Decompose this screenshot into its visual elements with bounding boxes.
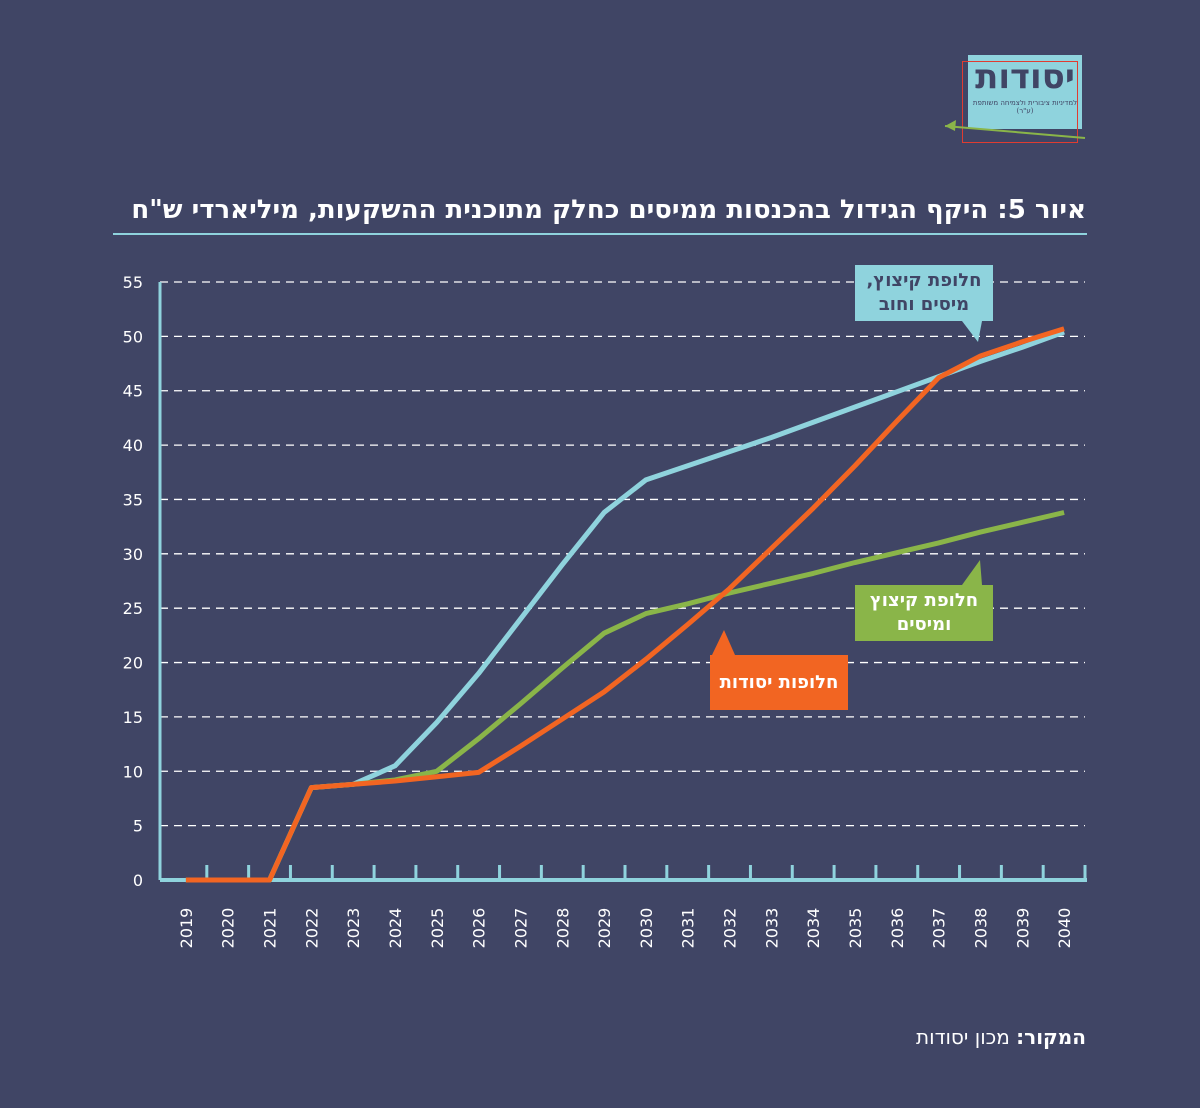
y-tick-label: 25	[123, 599, 143, 618]
y-tick-label: 35	[123, 490, 143, 509]
legend-callout: חלופות יסודות	[710, 655, 848, 710]
y-tick-label: 0	[133, 871, 143, 890]
chart-title: איור 5: היקף הגידול בהכנסות ממיסים כחלק …	[131, 195, 1086, 225]
x-tick-label: 2021	[261, 908, 280, 949]
y-tick-label: 55	[123, 273, 143, 292]
x-tick-label: 2028	[553, 908, 572, 949]
x-tick-label: 2034	[804, 908, 823, 949]
title-rule	[113, 233, 1087, 235]
x-tick-label: 2023	[344, 908, 363, 949]
y-tick-label: 15	[123, 708, 143, 727]
x-tick-label: 2032	[721, 908, 740, 949]
logo-arrow-head	[945, 120, 956, 131]
y-tick-label: 10	[123, 762, 143, 781]
y-tick-label: 20	[123, 654, 143, 673]
source: המקור: מכון יסודות	[916, 1025, 1086, 1049]
y-tick-label: 45	[123, 382, 143, 401]
x-tick-label: 2039	[1013, 908, 1032, 949]
logo-name: יסודות	[975, 57, 1075, 97]
logo: יסודות למדיניות ציבורית ולצמיחה משותפת (…	[962, 55, 1082, 143]
y-tick-label: 30	[123, 545, 143, 564]
x-tick-label: 2020	[219, 908, 238, 949]
x-tick-label: 2027	[511, 908, 530, 949]
series-line	[185, 326, 1065, 883]
callout-pointer	[962, 560, 982, 585]
y-tick-label: 50	[123, 327, 143, 346]
x-tick-label: 2025	[428, 908, 447, 949]
x-tick-label: 2035	[846, 908, 865, 949]
x-tick-label: 2040	[1055, 908, 1074, 949]
x-tick-label: 2033	[762, 908, 781, 949]
legend-callout: חלופת קיצוץ ומיסים	[855, 585, 993, 641]
callout-pointer	[962, 321, 982, 342]
source-text: מכון יסודות	[915, 1025, 1010, 1049]
x-tick-label: 2024	[386, 908, 405, 949]
logo-frame	[962, 61, 1078, 143]
x-tick-label: 2029	[595, 908, 614, 949]
x-tick-label: 2031	[679, 908, 698, 949]
x-tick-label: 2026	[470, 908, 489, 949]
x-tick-label: 2038	[971, 908, 990, 949]
logo-tagline: למדיניות ציבורית ולצמיחה משותפת (ע"ר)	[972, 99, 1078, 115]
series-line	[185, 510, 1065, 883]
x-tick-label: 2022	[302, 908, 321, 949]
y-tick-label: 40	[123, 436, 143, 455]
x-tick-label: 2019	[177, 908, 196, 949]
legend-callout: חלופת קיצוץ, מיסים וחוב	[855, 265, 993, 321]
x-tick-label: 2036	[888, 908, 907, 949]
x-tick-label: 2030	[637, 908, 656, 949]
callout-pointer	[712, 630, 735, 655]
source-label: המקור:	[1016, 1025, 1086, 1049]
logo-arrow	[944, 125, 1086, 139]
y-tick-label: 5	[133, 817, 143, 836]
x-tick-label: 2037	[930, 908, 949, 949]
